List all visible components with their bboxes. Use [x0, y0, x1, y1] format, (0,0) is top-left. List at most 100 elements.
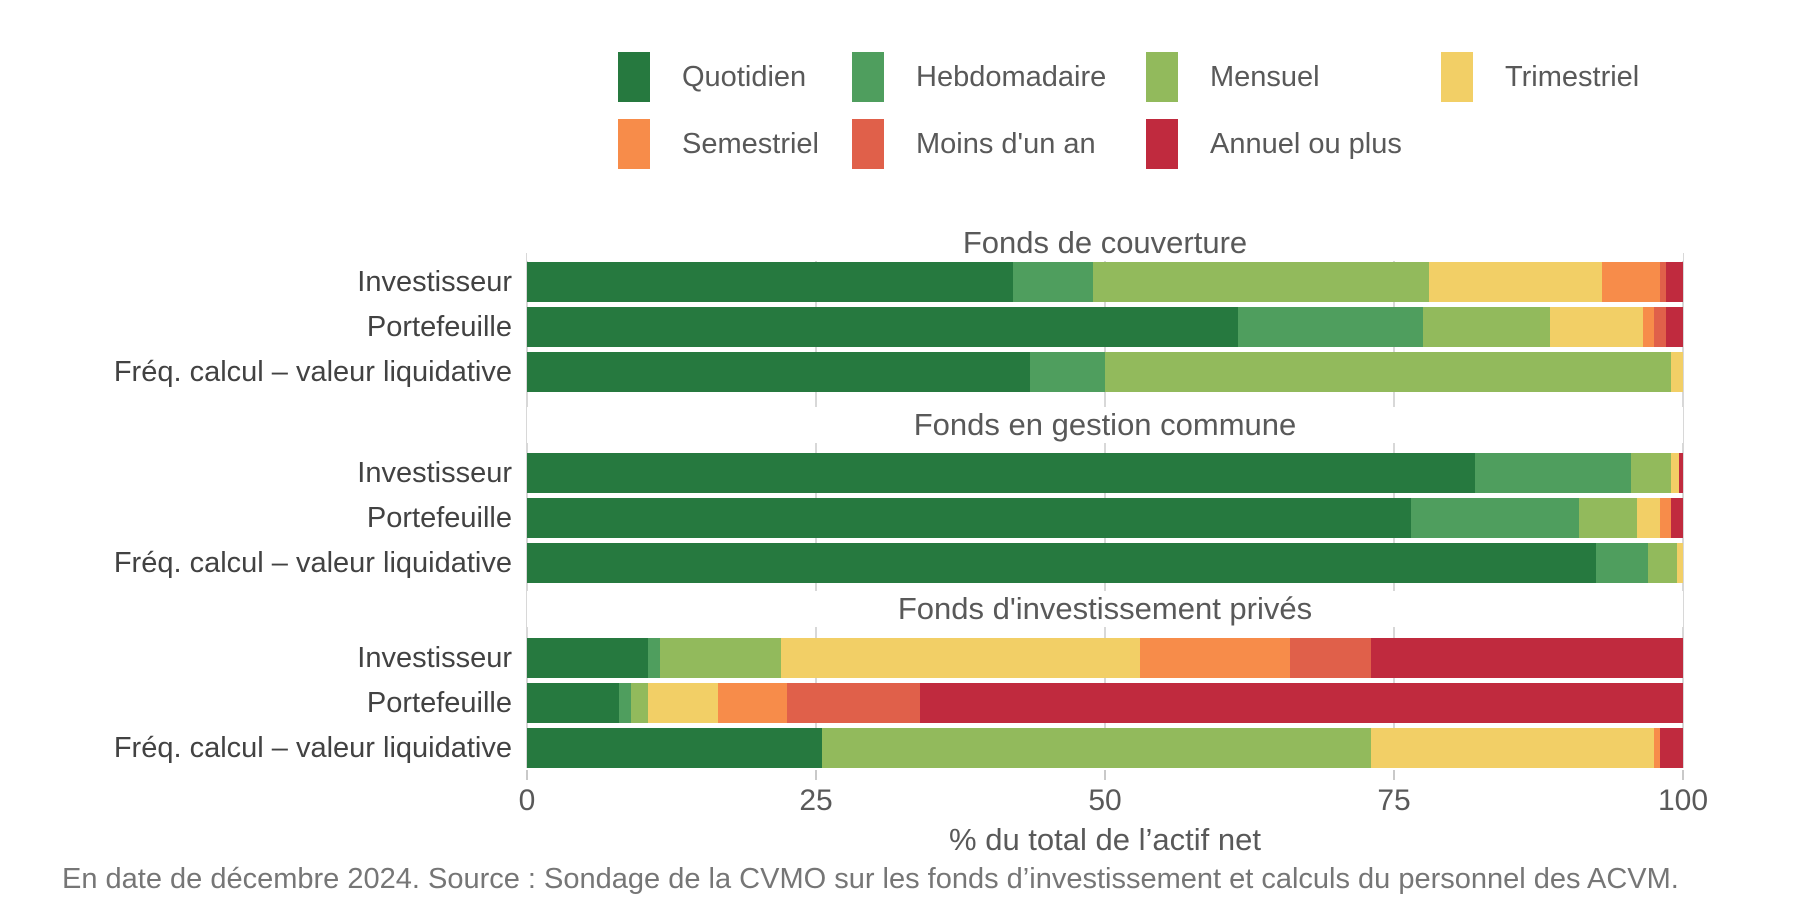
- bar-segment-annuel-ou-plus: [1679, 453, 1683, 493]
- legend-label: Semestriel: [682, 127, 819, 160]
- axis-tick-25: [815, 770, 817, 780]
- bar-segment-annuel-ou-plus: [1671, 498, 1683, 538]
- bar-segment-mensuel: [821, 728, 1371, 768]
- bar-track: [527, 453, 1683, 493]
- legend-label: Hebdomadaire: [916, 60, 1107, 93]
- bar-segment-trimestriel: [781, 638, 1140, 678]
- bar-segment-hebdomadaire: [1029, 352, 1105, 392]
- bar-row: Fréq. calcul – valeur liquidative: [0, 543, 1800, 583]
- bar-segment-semestriel: [717, 683, 788, 723]
- legend-label: Trimestriel: [1505, 60, 1640, 93]
- bar-segment-annuel-ou-plus: [1370, 638, 1683, 678]
- bar-segment-hebdomadaire: [648, 638, 660, 678]
- bar-segment-mensuel: [1578, 498, 1637, 538]
- bar-segment-semestriel: [1659, 498, 1672, 538]
- bar-segment-quotidien: [527, 307, 1238, 347]
- bar-track: [527, 498, 1683, 538]
- bar-segment-trimestriel: [1677, 543, 1683, 583]
- bar-segment-hebdomadaire: [1596, 543, 1649, 583]
- axis-tick-100: [1682, 770, 1684, 780]
- bar-segment-hebdomadaire: [1237, 307, 1423, 347]
- axis-tick-75: [1393, 770, 1395, 780]
- bar-segment-hebdomadaire: [1411, 498, 1579, 538]
- axis-tick-50: [1104, 770, 1106, 780]
- chart-panels: Fonds de couverture Investisseur Portefeui…: [0, 225, 1800, 768]
- bar-segment-annuel-ou-plus: [1665, 262, 1683, 302]
- bar-row-label: Investisseur: [357, 456, 512, 489]
- bar-segment-semestriel: [1642, 307, 1655, 347]
- legend-swatch-mensuel: [1146, 52, 1178, 102]
- bar-segment-trimestriel: [1671, 453, 1680, 493]
- bar-segment-quotidien: [527, 543, 1597, 583]
- bar-track: [527, 307, 1683, 347]
- chart-legend: Quotidien Hebdomadaire Mensuel Trimestriel S…: [618, 52, 1721, 169]
- bar-segment-mensuel: [1093, 262, 1429, 302]
- bar-track: [527, 352, 1683, 392]
- bar-segment-quotidien: [527, 453, 1475, 493]
- bar-row: Investisseur: [0, 638, 1800, 678]
- legend-swatch-moins-d-un-an: [852, 119, 884, 169]
- legend-swatch-hebdomadaire: [852, 52, 884, 102]
- bar-row: Investisseur: [0, 453, 1800, 493]
- bar-segment-mensuel: [631, 683, 649, 723]
- bar-segment-hebdomadaire: [1474, 453, 1631, 493]
- bar-segment-mensuel: [1630, 453, 1672, 493]
- bar-row-label: Fréq. calcul – valeur liquidative: [113, 546, 512, 579]
- legend-item-semestriel: Semestriel: [618, 119, 852, 169]
- bar-segment-moins-d-un-an: [1289, 638, 1371, 678]
- bar-row-label: Investisseur: [357, 641, 512, 674]
- bar-row: Fréq. calcul – valeur liquidative: [0, 728, 1800, 768]
- bar-segment-quotidien: [527, 352, 1030, 392]
- bar-segment-moins-d-un-an: [787, 683, 920, 723]
- bar-segment-hebdomadaire: [1012, 262, 1094, 302]
- bar-segment-trimestriel: [1370, 728, 1655, 768]
- legend-label: Annuel ou plus: [1210, 127, 1402, 160]
- bar-row-label: Fréq. calcul – valeur liquidative: [113, 355, 512, 388]
- axis-tick-label-100: 100: [1657, 784, 1709, 817]
- panel-title: Fonds en gestion commune: [527, 407, 1683, 443]
- bar-segment-moins-d-un-an: [1659, 262, 1666, 302]
- bar-track: [527, 262, 1683, 302]
- bar-track: [527, 683, 1683, 723]
- bar-segment-moins-d-un-an: [1654, 307, 1666, 347]
- bar-row: Portefeuille: [0, 683, 1800, 723]
- bar-segment-annuel-ou-plus: [1659, 728, 1683, 768]
- bar-segment-annuel-ou-plus: [920, 683, 1683, 723]
- bar-row-label: Investisseur: [357, 265, 512, 298]
- bar-segment-semestriel: [1654, 728, 1660, 768]
- x-axis-title: % du total de l’actif net: [949, 822, 1261, 857]
- bar-segment-annuel-ou-plus: [1665, 307, 1683, 347]
- panel-title: Fonds de couverture: [527, 225, 1683, 261]
- bar-segment-trimestriel: [1550, 307, 1643, 347]
- bar-row: Investisseur: [0, 262, 1800, 302]
- bar-track: [527, 728, 1683, 768]
- bar-row: Fréq. calcul – valeur liquidative: [0, 352, 1800, 392]
- axis-tick-label-50: 50: [1088, 784, 1122, 817]
- legend-item-annuel-ou-plus: Annuel ou plus: [1146, 119, 1441, 169]
- bar-row-label: Portefeuille: [366, 501, 512, 534]
- bar-segment-mensuel: [659, 638, 782, 678]
- axis-tick-0: [526, 770, 528, 780]
- bar-segment-quotidien: [527, 498, 1412, 538]
- bar-row-label: Portefeuille: [366, 310, 512, 343]
- legend-swatch-annuel-ou-plus: [1146, 119, 1178, 169]
- legend-item-hebdomadaire: Hebdomadaire: [852, 52, 1146, 102]
- legend-item-mensuel: Mensuel: [1146, 52, 1441, 102]
- bar-segment-quotidien: [527, 683, 620, 723]
- legend-label: Mensuel: [1210, 60, 1320, 93]
- bar-segment-quotidien: [527, 728, 822, 768]
- bar-row: Portefeuille: [0, 498, 1800, 538]
- bar-segment-trimestriel: [1671, 352, 1683, 392]
- source-note: En date de décembre 2024. Source : Sonda…: [62, 863, 1679, 895]
- bar-segment-trimestriel: [648, 683, 718, 723]
- legend-swatch-trimestriel: [1441, 52, 1473, 102]
- gridline-100: [1682, 253, 1684, 768]
- bar-segment-mensuel: [1422, 307, 1551, 347]
- bar-segment-mensuel: [1104, 352, 1672, 392]
- bar-track: [527, 543, 1683, 583]
- axis-tick-label-25: 25: [799, 784, 833, 817]
- bar-segment-mensuel: [1648, 543, 1678, 583]
- bar-row: Portefeuille: [0, 307, 1800, 347]
- legend-swatch-quotidien: [618, 52, 650, 102]
